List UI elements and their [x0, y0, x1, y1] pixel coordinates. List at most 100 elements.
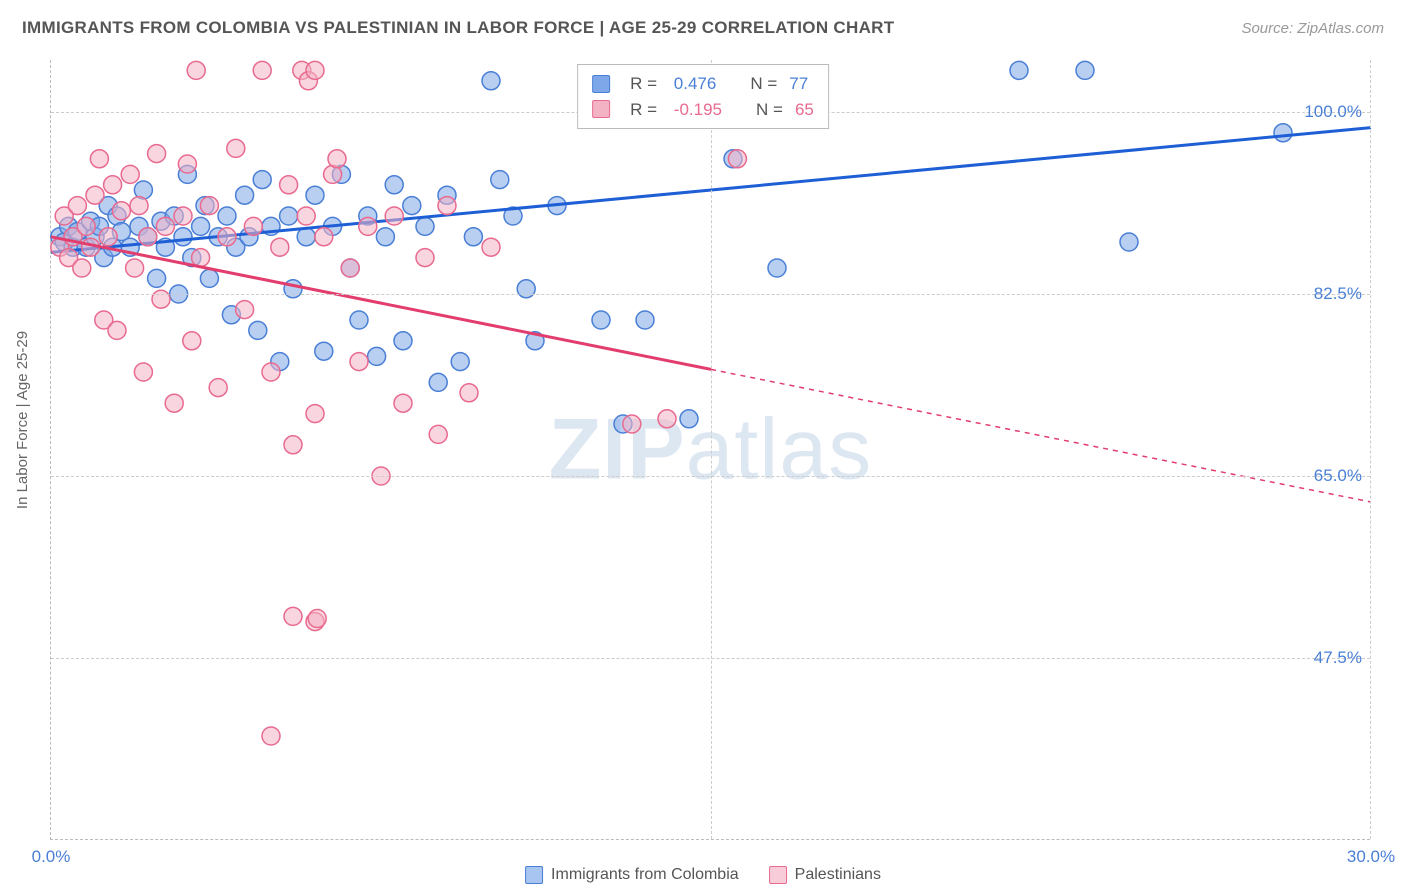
data-point — [218, 228, 236, 246]
data-point — [148, 269, 166, 287]
data-point — [99, 228, 117, 246]
data-point — [491, 171, 509, 189]
data-point — [464, 228, 482, 246]
data-point — [768, 259, 786, 277]
y-tick-label: 82.5% — [1314, 284, 1362, 304]
data-point — [623, 415, 641, 433]
data-point — [403, 197, 421, 215]
data-point — [636, 311, 654, 329]
data-point — [73, 259, 91, 277]
y-tick-label: 100.0% — [1304, 102, 1362, 122]
data-point — [200, 197, 218, 215]
data-point — [429, 425, 447, 443]
data-point — [280, 176, 298, 194]
data-point — [368, 347, 386, 365]
data-point — [104, 176, 122, 194]
data-point — [658, 410, 676, 428]
data-point — [308, 609, 326, 627]
legend-swatch-icon — [592, 100, 610, 118]
data-point — [280, 207, 298, 225]
data-point — [451, 353, 469, 371]
data-point — [236, 186, 254, 204]
y-tick-label: 65.0% — [1314, 466, 1362, 486]
data-point — [121, 165, 139, 183]
data-point — [156, 217, 174, 235]
data-point — [187, 61, 205, 79]
data-point — [438, 197, 456, 215]
data-point — [341, 259, 359, 277]
data-point — [297, 228, 315, 246]
data-point — [253, 61, 271, 79]
data-point — [271, 238, 289, 256]
data-point — [416, 217, 434, 235]
data-point — [174, 207, 192, 225]
data-point — [253, 171, 271, 189]
data-point — [126, 259, 144, 277]
data-point — [262, 727, 280, 745]
data-point — [1010, 61, 1028, 79]
data-point — [183, 332, 201, 350]
data-point — [394, 394, 412, 412]
y-axis-label: In Labor Force | Age 25-29 — [14, 331, 31, 509]
data-point — [284, 280, 302, 298]
data-point — [192, 217, 210, 235]
data-point — [350, 353, 368, 371]
data-point — [262, 363, 280, 381]
chart-plot-area: ZIPatlas 47.5%65.0%82.5%100.0%0.0%30.0% — [50, 60, 1370, 840]
data-point — [77, 217, 95, 235]
data-point — [178, 155, 196, 173]
data-point — [218, 207, 236, 225]
data-point — [350, 311, 368, 329]
data-point — [152, 290, 170, 308]
data-point — [249, 321, 267, 339]
data-point — [1076, 61, 1094, 79]
data-point — [86, 186, 104, 204]
data-point — [244, 217, 262, 235]
y-tick-label: 47.5% — [1314, 648, 1362, 668]
data-point — [328, 150, 346, 168]
data-point — [112, 202, 130, 220]
data-point — [306, 186, 324, 204]
data-point — [306, 405, 324, 423]
legend-stat-row: R = 0.476N = 77 — [592, 71, 814, 97]
data-point — [592, 311, 610, 329]
data-point — [139, 228, 157, 246]
data-point — [1274, 124, 1292, 142]
legend-swatch-icon — [525, 866, 543, 884]
chart-source: Source: ZipAtlas.com — [1241, 20, 1384, 37]
data-point — [680, 410, 698, 428]
data-point — [517, 280, 535, 298]
data-point — [68, 197, 86, 215]
legend-stat-row: R = -0.195N = 65 — [592, 97, 814, 123]
legend-stats: R = 0.476N = 77R = -0.195N = 65 — [577, 64, 829, 129]
trend-line-dashed — [711, 369, 1371, 502]
data-point — [236, 301, 254, 319]
data-point — [134, 363, 152, 381]
chart-title: IMMIGRANTS FROM COLOMBIA VS PALESTINIAN … — [22, 18, 894, 38]
x-tick-label: 30.0% — [1347, 847, 1395, 867]
data-point — [284, 436, 302, 454]
data-point — [130, 197, 148, 215]
data-point — [227, 139, 245, 157]
data-point — [306, 61, 324, 79]
data-point — [200, 269, 218, 287]
legend-item: Immigrants from Colombia — [525, 866, 739, 884]
data-point — [385, 207, 403, 225]
x-tick-label: 0.0% — [32, 847, 71, 867]
data-point — [209, 379, 227, 397]
data-point — [728, 150, 746, 168]
data-point — [416, 249, 434, 267]
data-point — [376, 228, 394, 246]
data-point — [482, 72, 500, 90]
data-point — [394, 332, 412, 350]
data-point — [429, 373, 447, 391]
legend-item: Palestinians — [769, 866, 881, 884]
data-point — [90, 150, 108, 168]
data-point — [192, 249, 210, 267]
data-point — [315, 342, 333, 360]
legend-swatch-icon — [769, 866, 787, 884]
data-point — [108, 321, 126, 339]
data-point — [284, 607, 302, 625]
legend-series: Immigrants from Colombia Palestinians — [525, 866, 881, 884]
data-point — [1120, 233, 1138, 251]
